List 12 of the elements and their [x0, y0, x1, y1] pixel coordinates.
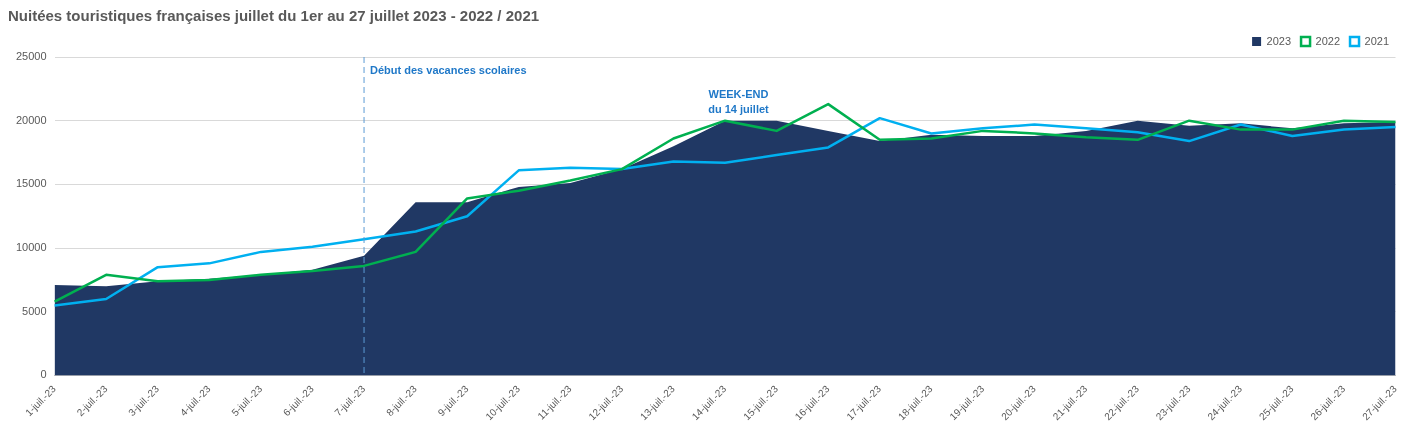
y-tick-label: 10000 — [15, 241, 47, 254]
annotation: WEEK-END du 14 juillet — [708, 87, 770, 115]
chart-title: Nuitées touristiques françaises juillet du 1er au 27 juillet 2023 - 2022 / 2021 — [8, 7, 540, 25]
legend-label: 2022 — [1315, 34, 1341, 47]
y-tick-label: 25000 — [15, 50, 47, 63]
legend-label: 2023 — [1266, 34, 1292, 47]
ref-line-label: Début des vacances scolaires — [370, 63, 527, 76]
y-tick-label: 20000 — [15, 113, 47, 126]
y-tick-label: 5000 — [22, 304, 47, 317]
y-tick-label: 15000 — [15, 177, 47, 190]
legend-label: 2021 — [1364, 34, 1390, 47]
y-tick-label: 0 — [40, 368, 47, 381]
